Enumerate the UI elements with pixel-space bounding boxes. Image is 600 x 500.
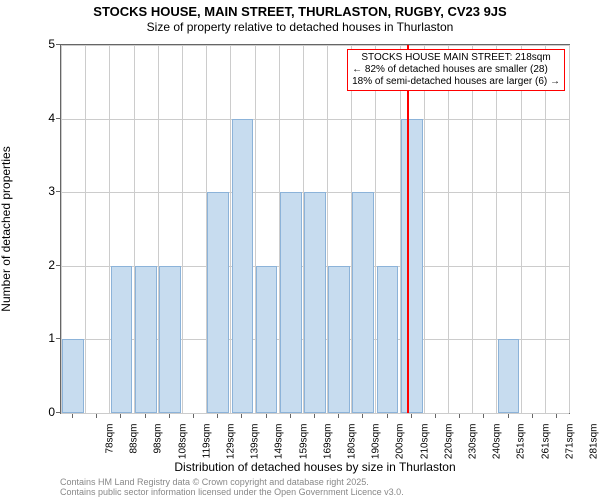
x-tick-mark (290, 414, 291, 418)
bar (135, 266, 157, 413)
footer-attribution: Contains HM Land Registry data © Crown c… (60, 478, 404, 498)
plot-area: STOCKS HOUSE MAIN STREET: 218sqm← 82% of… (60, 44, 570, 414)
x-tick-label: 149sqm (274, 424, 285, 464)
x-tick-mark (338, 414, 339, 418)
x-tick-mark (483, 414, 484, 418)
x-tick-label: 261sqm (540, 424, 551, 464)
y-axis-label: Number of detached properties (0, 146, 13, 311)
bar (207, 192, 229, 413)
grid-line-v (521, 45, 522, 413)
chart-title: STOCKS HOUSE, MAIN STREET, THURLASTON, R… (0, 0, 600, 20)
y-tick-label: 4 (35, 111, 55, 125)
grid-line-h (61, 119, 569, 120)
x-tick-label: 271sqm (564, 424, 575, 464)
x-tick-label: 78sqm (105, 424, 116, 464)
x-tick-mark (217, 414, 218, 418)
x-tick-label: 210sqm (419, 424, 430, 464)
footer-line2: Contains public sector information licen… (60, 488, 404, 498)
bar (111, 266, 133, 413)
x-tick-label: 119sqm (201, 424, 212, 464)
y-tick-label: 0 (35, 405, 55, 419)
bar (62, 339, 84, 413)
bar (498, 339, 520, 413)
x-tick-mark (411, 414, 412, 418)
y-tick-label: 5 (35, 37, 55, 51)
annotation-line2: ← 82% of detached houses are smaller (28… (352, 64, 560, 76)
x-tick-label: 129sqm (226, 424, 237, 464)
bar (256, 266, 278, 413)
bar (401, 119, 423, 413)
x-tick-mark (241, 414, 242, 418)
annotation-box: STOCKS HOUSE MAIN STREET: 218sqm← 82% of… (347, 49, 565, 91)
x-tick-label: 240sqm (492, 424, 503, 464)
x-tick-label: 200sqm (395, 424, 406, 464)
x-tick-mark (508, 414, 509, 418)
bar (377, 266, 399, 413)
x-tick-label: 169sqm (322, 424, 333, 464)
grid-line-v (424, 45, 425, 413)
bar (280, 192, 302, 413)
annotation-line3: 18% of semi-detached houses are larger (… (352, 76, 560, 88)
marker-line (407, 45, 409, 413)
x-tick-mark (96, 414, 97, 418)
x-tick-label: 159sqm (298, 424, 309, 464)
y-tick-label: 2 (35, 258, 55, 272)
grid-line-v (545, 45, 546, 413)
x-tick-mark (72, 414, 73, 418)
chart-subtitle: Size of property relative to detached ho… (0, 20, 600, 36)
x-tick-mark (120, 414, 121, 418)
x-tick-label: 281sqm (588, 424, 599, 464)
x-tick-label: 230sqm (467, 424, 478, 464)
x-tick-mark (435, 414, 436, 418)
bar (304, 192, 326, 413)
grid-line-v (472, 45, 473, 413)
grid-line-h (61, 45, 569, 46)
x-tick-mark (459, 414, 460, 418)
y-tick-label: 3 (35, 184, 55, 198)
x-tick-mark (169, 414, 170, 418)
x-tick-mark (556, 414, 557, 418)
x-tick-label: 98sqm (153, 424, 164, 464)
bar (328, 266, 350, 413)
bar (159, 266, 181, 413)
x-tick-label: 251sqm (516, 424, 527, 464)
x-tick-mark (193, 414, 194, 418)
grid-line-h (61, 413, 569, 414)
x-tick-label: 139sqm (250, 424, 261, 464)
x-tick-mark (387, 414, 388, 418)
x-tick-mark (362, 414, 363, 418)
x-tick-label: 180sqm (347, 424, 358, 464)
bar (232, 119, 254, 413)
x-tick-mark (314, 414, 315, 418)
x-tick-label: 220sqm (443, 424, 454, 464)
grid-line-v (448, 45, 449, 413)
x-axis-label: Distribution of detached houses by size … (60, 460, 570, 474)
x-tick-mark (145, 414, 146, 418)
x-tick-label: 88sqm (129, 424, 140, 464)
x-tick-mark (266, 414, 267, 418)
grid-line-v (182, 45, 183, 413)
x-tick-label: 108sqm (177, 424, 188, 464)
x-tick-mark (532, 414, 533, 418)
annotation-line1: STOCKS HOUSE MAIN STREET: 218sqm (352, 52, 560, 64)
grid-line-v (85, 45, 86, 413)
x-tick-label: 190sqm (371, 424, 382, 464)
grid-line-v (569, 45, 570, 413)
y-tick-label: 1 (35, 331, 55, 345)
bar (352, 192, 374, 413)
